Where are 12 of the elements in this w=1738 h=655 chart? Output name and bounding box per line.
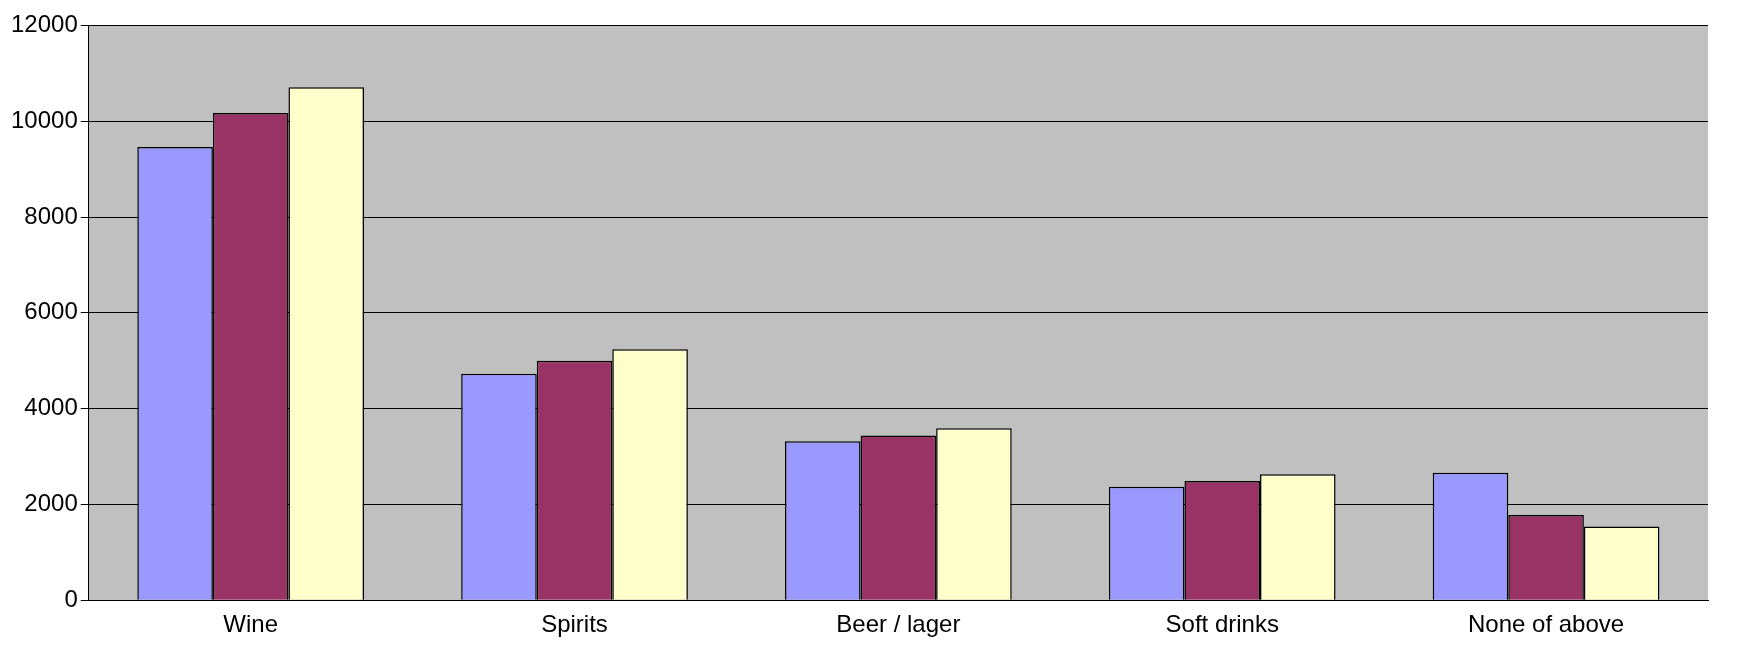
x-tick-label: Wine (223, 610, 279, 638)
y-tick-label: 2000 (24, 489, 78, 517)
x-tick-label: None of above (1468, 610, 1625, 638)
x-tick-label: Spirits (541, 610, 608, 638)
y-tick-label: 10000 (10, 105, 78, 133)
y-tick-label: 12000 (10, 10, 78, 38)
x-tick-label: Soft drinks (1165, 610, 1279, 638)
y-tick-label: 6000 (24, 297, 78, 325)
x-tick-label: Beer / lager (836, 610, 961, 638)
y-tick-label: 8000 (24, 201, 78, 229)
y-tick-label: 4000 (24, 393, 78, 421)
y-tick-label: 0 (64, 584, 78, 612)
